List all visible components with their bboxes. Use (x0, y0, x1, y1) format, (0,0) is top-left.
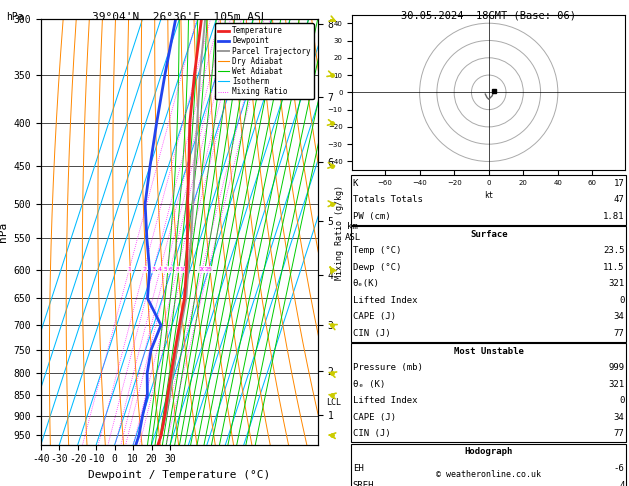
Text: © weatheronline.co.uk: © weatheronline.co.uk (437, 469, 541, 479)
Text: 30.05.2024  18GMT (Base: 06): 30.05.2024 18GMT (Base: 06) (401, 11, 576, 21)
Text: 23.5: 23.5 (603, 246, 625, 255)
Y-axis label: hPa: hPa (0, 222, 8, 242)
Text: hPa: hPa (6, 12, 24, 22)
Text: Most Unstable: Most Unstable (454, 347, 524, 356)
Text: K: K (353, 179, 359, 188)
Text: Totals Totals: Totals Totals (353, 195, 423, 204)
Text: 321: 321 (608, 279, 625, 288)
Text: 1: 1 (127, 267, 131, 272)
Text: Dewp (°C): Dewp (°C) (353, 263, 401, 272)
Text: Pressure (mb): Pressure (mb) (353, 364, 423, 372)
Text: CIN (J): CIN (J) (353, 329, 391, 338)
Text: 1.81: 1.81 (603, 212, 625, 221)
Text: 321: 321 (608, 380, 625, 389)
Text: EH: EH (353, 464, 364, 473)
Text: 10: 10 (179, 267, 187, 272)
Text: 34: 34 (614, 413, 625, 422)
Text: Surface: Surface (470, 230, 508, 239)
Text: 34: 34 (614, 312, 625, 321)
Text: 0: 0 (619, 397, 625, 405)
Text: CIN (J): CIN (J) (353, 430, 391, 438)
Text: 4: 4 (619, 481, 625, 486)
Text: 4: 4 (158, 267, 162, 272)
Text: 6: 6 (168, 267, 172, 272)
Text: 25: 25 (204, 267, 213, 272)
Text: LCL: LCL (326, 398, 341, 407)
X-axis label: Dewpoint / Temperature (°C): Dewpoint / Temperature (°C) (88, 470, 270, 480)
Text: Mixing Ratio (g/kg): Mixing Ratio (g/kg) (335, 185, 344, 279)
Text: CAPE (J): CAPE (J) (353, 312, 396, 321)
Text: Lifted Index: Lifted Index (353, 397, 418, 405)
Text: 11.5: 11.5 (603, 263, 625, 272)
X-axis label: kt: kt (484, 191, 493, 200)
Legend: Temperature, Dewpoint, Parcel Trajectory, Dry Adiabat, Wet Adiabat, Isotherm, Mi: Temperature, Dewpoint, Parcel Trajectory… (214, 23, 314, 99)
Text: 3: 3 (152, 267, 155, 272)
Y-axis label: km
ASL: km ASL (345, 223, 361, 242)
Text: 0: 0 (619, 296, 625, 305)
Text: 47: 47 (614, 195, 625, 204)
Text: 8: 8 (175, 267, 179, 272)
Text: CAPE (J): CAPE (J) (353, 413, 396, 422)
Text: 999: 999 (608, 364, 625, 372)
Text: PW (cm): PW (cm) (353, 212, 391, 221)
Text: θₑ (K): θₑ (K) (353, 380, 385, 389)
Text: SREH: SREH (353, 481, 374, 486)
Text: 2: 2 (142, 267, 146, 272)
Text: 77: 77 (614, 329, 625, 338)
Text: 20: 20 (198, 267, 206, 272)
Text: Lifted Index: Lifted Index (353, 296, 418, 305)
Text: 39°04'N  26°36'E  105m ASL: 39°04'N 26°36'E 105m ASL (91, 12, 267, 22)
Text: Hodograph: Hodograph (465, 448, 513, 456)
Text: 17: 17 (614, 179, 625, 188)
Text: Temp (°C): Temp (°C) (353, 246, 401, 255)
Text: θₑ(K): θₑ(K) (353, 279, 380, 288)
Text: 5: 5 (164, 267, 167, 272)
Text: -6: -6 (614, 464, 625, 473)
Text: 77: 77 (614, 430, 625, 438)
